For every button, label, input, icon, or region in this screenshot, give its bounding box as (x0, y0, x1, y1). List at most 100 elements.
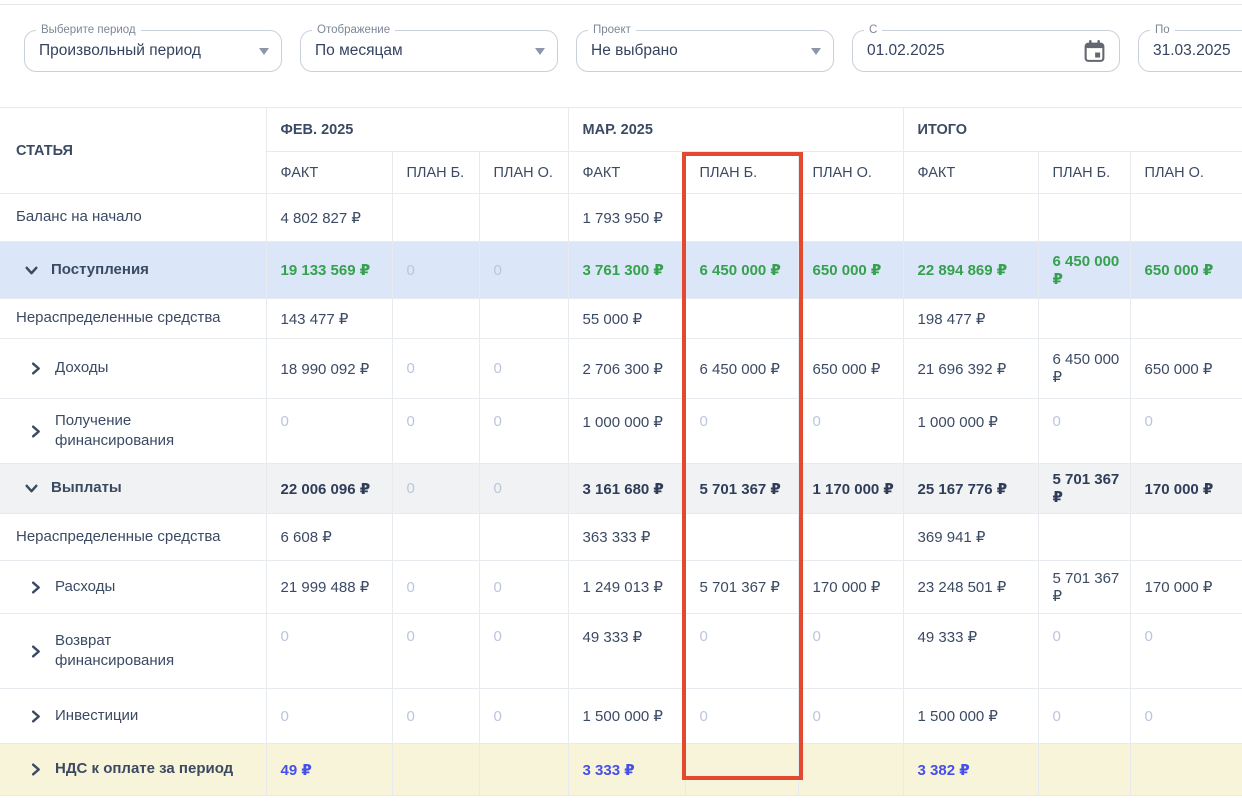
row-label-text: Инвестиции (55, 706, 139, 724)
table-row-investicii: Инвестиции 0 0 0 1 500 000 ₽0 0 1 500 000 ₽0 0 (0, 688, 1242, 744)
cell-rashody-6: 23 248 501 ₽ (903, 560, 1039, 614)
display-mode-select[interactable]: Отображение По месяцам (300, 23, 558, 72)
row-label-nds[interactable]: НДС к оплате за период (0, 743, 267, 796)
chevron-right-icon[interactable] (28, 424, 43, 439)
date-from-field[interactable]: С 01.02.2025 (852, 23, 1120, 72)
cell-balance-start-5 (798, 193, 904, 242)
chevron-right-icon[interactable] (28, 762, 43, 777)
cell-neraspredelennye-1-3: 55 000 ₽ (568, 298, 686, 339)
chevron-down-icon[interactable] (24, 263, 39, 278)
cell-vyplaty-0: 22 006 096 ₽ (266, 463, 393, 514)
chevron-down-icon (535, 47, 545, 55)
cell-rashody-3: 1 249 013 ₽ (568, 560, 686, 614)
date-to-field[interactable]: По 31.03.2025 (1138, 23, 1242, 72)
table-row-nds: НДС к оплате за период 49 ₽ 3 333 ₽ 3 382 ₽ (0, 743, 1242, 796)
group-header-feb-2025: ФЕВ. 2025 (266, 107, 569, 152)
finance-table: СТАТЬЯ ФЕВ. 2025 МАР. 2025 ИТОГО ФАКТ ПЛ… (0, 107, 1242, 796)
row-label-dohody[interactable]: Доходы (0, 338, 267, 399)
row-label-vozvrat-finansirovaniya[interactable]: Возврат финансирования (0, 613, 267, 689)
table-row-vyplaty: Выплаты 22 006 096 ₽0 0 3 161 680 ₽5 701 36… (0, 463, 1242, 514)
chevron-right-icon[interactable] (28, 580, 43, 595)
cell-dohody-6: 21 696 392 ₽ (903, 338, 1039, 399)
cell-vyplaty-8: 170 000 ₽ (1130, 463, 1242, 514)
row-label-investicii[interactable]: Инвестиции (0, 688, 267, 744)
cell-rashody-2: 0 (479, 560, 569, 614)
row-label-text: Баланс на начало (16, 208, 142, 226)
subheader-plan-o: ПЛАН О. (1130, 151, 1242, 194)
chevron-right-icon[interactable] (28, 361, 43, 376)
row-label-text: Расходы (55, 577, 116, 595)
cell-vozvrat-finansirovaniya-1: 0 (392, 613, 480, 689)
subheader-fakt: ФАКТ (903, 151, 1039, 194)
row-label-neraspredelennye-2: Нераспределенные средства (0, 513, 267, 561)
cell-neraspredelennye-2-0: 6 608 ₽ (266, 513, 393, 561)
row-label-text: Получение финансирования (55, 411, 175, 449)
cell-nds-4 (685, 743, 799, 796)
cell-nds-8 (1130, 743, 1242, 796)
cell-balance-start-2 (479, 193, 569, 242)
cell-neraspredelennye-2-6: 369 941 ₽ (903, 513, 1039, 561)
subheader-fakt: ФАКТ (568, 151, 686, 194)
cell-neraspredelennye-2-5 (798, 513, 904, 561)
cell-rashody-4: 5 701 367 ₽ (685, 560, 799, 614)
cell-dohody-3: 2 706 300 ₽ (568, 338, 686, 399)
project-select[interactable]: Проект Не выбрано (576, 23, 834, 72)
chevron-right-icon[interactable] (28, 644, 43, 659)
cell-vozvrat-finansirovaniya-8: 0 (1130, 613, 1242, 689)
row-label-vyplaty[interactable]: Выплаты (0, 463, 267, 514)
cell-neraspredelennye-2-4 (685, 513, 799, 561)
cell-balance-start-7 (1038, 193, 1131, 242)
cell-vozvrat-finansirovaniya-3: 49 333 ₽ (568, 613, 686, 689)
period-select-label: Выберите период (36, 23, 141, 37)
cell-poluchenie-finansirovaniya-8: 0 (1130, 398, 1242, 464)
cell-investicii-4: 0 (685, 688, 799, 744)
cell-dohody-4: 6 450 000 ₽ (685, 338, 799, 399)
cell-balance-start-8 (1130, 193, 1242, 242)
cell-postupleniya-0: 19 133 569 ₽ (266, 241, 393, 299)
cell-postupleniya-8: 650 000 ₽ (1130, 241, 1242, 299)
chevron-right-icon[interactable] (28, 709, 43, 724)
cell-postupleniya-7: 6 450 000 ₽ (1038, 241, 1131, 299)
display-mode-value: По месяцам (315, 42, 403, 59)
table-row-poluchenie-finansirovaniya: Получение финансирования 0 0 0 1 000 000 ₽0 0… (0, 398, 1242, 464)
row-label-postupleniya[interactable]: Поступления (0, 241, 267, 299)
cell-poluchenie-finansirovaniya-3: 1 000 000 ₽ (568, 398, 686, 464)
filters-bar: Выберите период Произвольный период Отоб… (24, 23, 1242, 72)
cell-balance-start-6 (903, 193, 1039, 242)
chevron-down-icon[interactable] (24, 481, 39, 496)
cell-neraspredelennye-1-8 (1130, 298, 1242, 339)
row-label-poluchenie-finansirovaniya[interactable]: Получение финансирования (0, 398, 267, 464)
table-row-postupleniya: Поступления 19 133 569 ₽0 0 3 761 300 ₽6 45… (0, 241, 1242, 299)
cell-investicii-1: 0 (392, 688, 480, 744)
date-from-value: 01.02.2025 (867, 42, 945, 59)
table-row-vozvrat-finansirovaniya: Возврат финансирования 0 0 0 49 333 ₽0 0 49 33… (0, 613, 1242, 689)
cell-dohody-1: 0 (392, 338, 480, 399)
cell-neraspredelennye-1-4 (685, 298, 799, 339)
cell-vozvrat-finansirovaniya-6: 49 333 ₽ (903, 613, 1039, 689)
cell-poluchenie-finansirovaniya-1: 0 (392, 398, 480, 464)
cell-investicii-5: 0 (798, 688, 904, 744)
cell-nds-7 (1038, 743, 1131, 796)
subheader-plan-b: ПЛАН Б. (685, 151, 799, 194)
row-label-text: Поступления (51, 260, 149, 278)
row-label-text: Выплаты (51, 479, 122, 497)
cell-postupleniya-2: 0 (479, 241, 569, 299)
cell-balance-start-0: 4 802 827 ₽ (266, 193, 393, 242)
table-row-dohody: Доходы 18 990 092 ₽0 0 2 706 300 ₽6 450 000… (0, 338, 1242, 399)
cell-poluchenie-finansirovaniya-6: 1 000 000 ₽ (903, 398, 1039, 464)
table-body: Баланс на начало 4 802 827 ₽ 1 793 950 ₽ По… (0, 193, 1242, 796)
calendar-icon[interactable] (1082, 39, 1107, 64)
cell-vyplaty-2: 0 (479, 463, 569, 514)
cell-neraspredelennye-2-8 (1130, 513, 1242, 561)
row-label-rashody[interactable]: Расходы (0, 560, 267, 614)
cell-investicii-0: 0 (266, 688, 393, 744)
cell-investicii-7: 0 (1038, 688, 1131, 744)
table-row-balance-start: Баланс на начало 4 802 827 ₽ 1 793 950 ₽ (0, 193, 1242, 242)
table-row-neraspredelennye-1: Нераспределенные средства 143 477 ₽ 55 000… (0, 298, 1242, 339)
period-select[interactable]: Выберите период Произвольный период (24, 23, 282, 72)
subheader-plan-b: ПЛАН Б. (1038, 151, 1131, 194)
cell-balance-start-3: 1 793 950 ₽ (568, 193, 686, 242)
cell-vozvrat-finansirovaniya-2: 0 (479, 613, 569, 689)
row-label-text: НДС к оплате за период (55, 760, 234, 778)
project-select-value: Не выбрано (591, 42, 678, 59)
